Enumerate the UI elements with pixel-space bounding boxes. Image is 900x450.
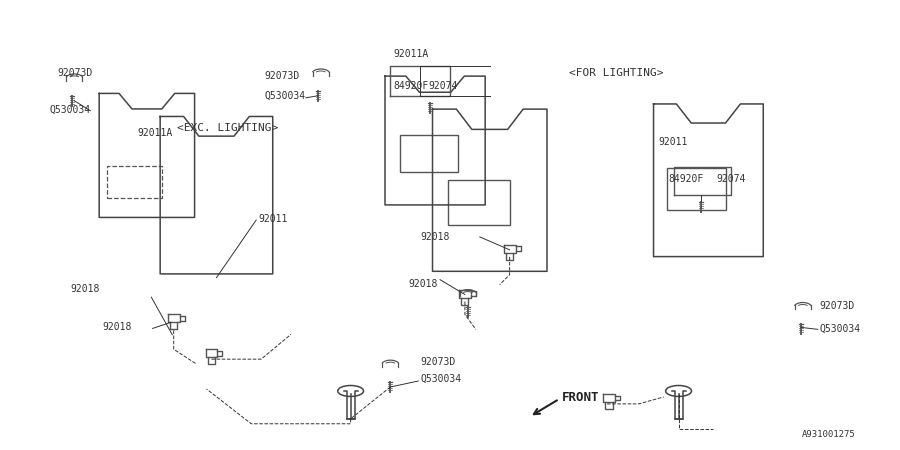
Text: 92018: 92018 — [420, 232, 450, 242]
Text: 92074: 92074 — [716, 174, 746, 184]
Bar — [107, 166, 162, 198]
Text: 92011A: 92011A — [393, 49, 428, 59]
Text: 92073D: 92073D — [420, 357, 455, 367]
Bar — [667, 168, 726, 210]
Text: 92011A: 92011A — [137, 127, 172, 138]
Text: <FOR LIGHTING>: <FOR LIGHTING> — [570, 68, 664, 78]
Text: 92073D: 92073D — [58, 68, 93, 78]
Text: 92011: 92011 — [659, 138, 688, 148]
Text: 92018: 92018 — [70, 284, 100, 293]
Text: 84920F: 84920F — [393, 81, 428, 91]
Bar — [448, 180, 509, 225]
Text: 84920F: 84920F — [669, 174, 704, 184]
Text: Q530034: Q530034 — [820, 324, 860, 333]
Text: 92018: 92018 — [103, 322, 131, 333]
Text: 92018: 92018 — [409, 279, 437, 288]
Bar — [400, 135, 458, 172]
Text: Q530034: Q530034 — [50, 105, 91, 115]
Text: 92074: 92074 — [428, 81, 457, 91]
Text: A931001275: A931001275 — [802, 430, 856, 439]
Text: Q530034: Q530034 — [420, 374, 462, 384]
Text: Q530034: Q530034 — [265, 91, 305, 101]
Text: <EXC. LIGHTING>: <EXC. LIGHTING> — [176, 122, 278, 133]
Text: 92073D: 92073D — [820, 302, 855, 311]
Text: 92011: 92011 — [258, 214, 288, 224]
Text: FRONT: FRONT — [562, 391, 599, 404]
Text: 92073D: 92073D — [265, 71, 300, 81]
